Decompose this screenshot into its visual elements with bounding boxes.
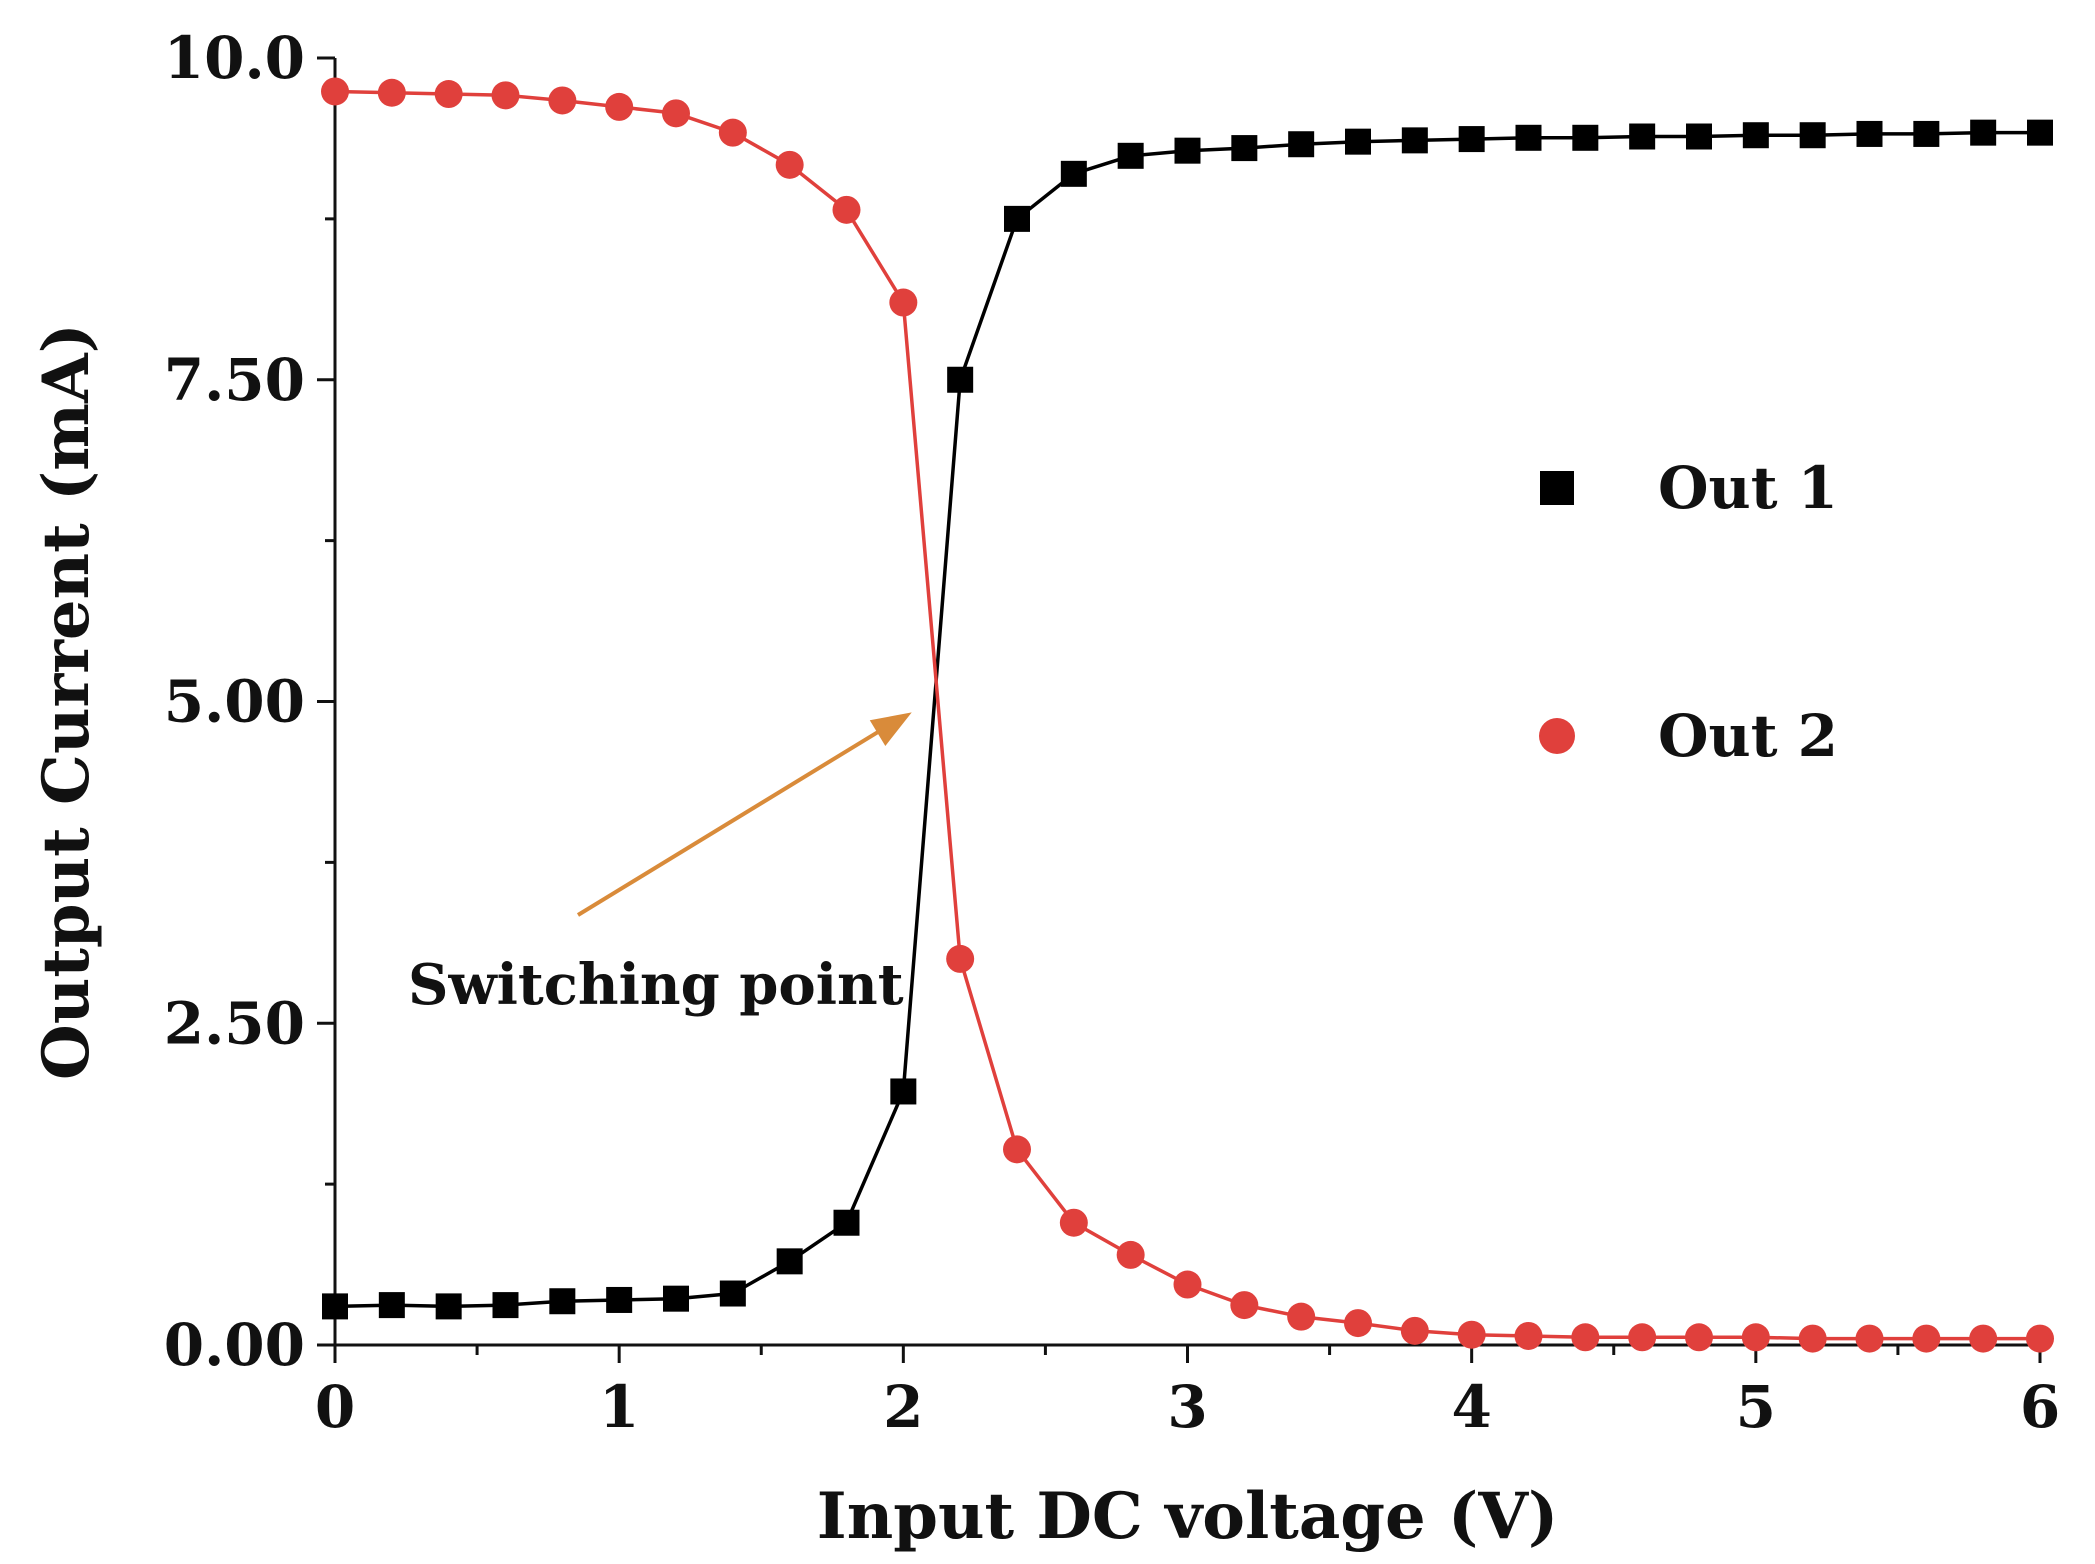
data-point (548, 86, 577, 115)
data-point (492, 1292, 519, 1319)
data-point (322, 1293, 348, 1320)
data-point (718, 118, 747, 147)
data-point (1344, 1309, 1372, 1338)
data-point (2026, 1324, 2054, 1353)
data-point (890, 1078, 917, 1105)
data-point (775, 150, 804, 179)
data-point (434, 80, 463, 109)
data-point (1628, 1323, 1657, 1352)
data-point (1401, 127, 1428, 154)
data-point (1345, 128, 1371, 155)
data-point (889, 288, 918, 317)
data-point (1970, 119, 1997, 146)
data-point (663, 1285, 689, 1312)
legend-marker (1539, 718, 1575, 754)
data-point (1969, 1324, 1998, 1353)
annotation: Switching point (408, 712, 912, 1018)
data-point (1173, 1270, 1202, 1299)
legend-item: Out 1 (1540, 454, 1838, 522)
data-point (1287, 1302, 1316, 1331)
x-tick-label: 2 (883, 1373, 923, 1441)
data-point (776, 1248, 803, 1275)
data-point (605, 92, 634, 121)
data-point (1572, 124, 1599, 151)
annotation-arrow-head (869, 712, 912, 746)
data-point (1003, 1135, 1031, 1164)
y-tick-label: 10.0 (164, 24, 305, 92)
legend-label: Out 1 (1658, 454, 1838, 522)
x-tick-label: 0 (315, 1373, 355, 1441)
series-out-2 (321, 77, 2054, 1353)
data-point (1799, 122, 1826, 149)
x-tick-label: 5 (1736, 1373, 1776, 1441)
data-point (1060, 160, 1087, 187)
data-point (946, 944, 975, 973)
y-tick-label: 2.50 (164, 989, 305, 1057)
x-tick-label: 6 (2020, 1373, 2060, 1441)
data-point (1117, 142, 1144, 169)
y-tick-label: 7.50 (164, 346, 305, 414)
series-out-1 (322, 119, 2053, 1320)
annotation-arrow-line (576, 720, 895, 917)
data-point (1741, 1323, 1770, 1352)
series-layer (321, 77, 2054, 1353)
data-point (1116, 1240, 1145, 1269)
data-point (1457, 1320, 1486, 1349)
y-tick-label: 0.00 (164, 1311, 305, 1379)
x-axis-ticks: 0 1 2 3 4 5 6 (315, 1345, 2060, 1441)
data-point (378, 1292, 405, 1319)
data-point (606, 1286, 633, 1313)
data-point (719, 1280, 746, 1307)
data-point (321, 77, 349, 106)
data-point (2027, 119, 2053, 146)
data-point (1571, 1323, 1600, 1352)
data-point (1230, 1291, 1259, 1320)
data-point (491, 81, 520, 110)
legend-item: Out 2 (1539, 702, 1838, 770)
data-point (1798, 1324, 1827, 1353)
data-point (1685, 1323, 1713, 1352)
data-point (549, 1288, 576, 1315)
data-point (662, 99, 690, 128)
data-point (1174, 137, 1201, 164)
annotation-layer: Switching point (408, 712, 912, 1018)
legend: Out 1 Out 2 (1539, 454, 1838, 770)
data-point (1059, 1208, 1088, 1237)
data-point (1515, 124, 1542, 151)
x-axis-title: Input DC voltage (V) (817, 1479, 1559, 1554)
data-point (1514, 1321, 1543, 1350)
data-point (1629, 123, 1656, 150)
data-point (1742, 122, 1769, 149)
plot-area: 0 1 2 3 4 5 6 0.00 2.50 5.00 7.50 10.0 Switching p… (164, 24, 2060, 1441)
annotation-label: Switching point (408, 952, 904, 1018)
x-tick-label: 3 (1167, 1373, 1207, 1441)
y-tick-label: 5.00 (164, 668, 305, 736)
data-point (377, 78, 406, 107)
data-point (1458, 126, 1485, 153)
x-tick-label: 1 (599, 1373, 639, 1441)
y-axis-title: Output Current (mA) (29, 323, 104, 1080)
data-point (1400, 1316, 1429, 1345)
legend-label: Out 2 (1658, 702, 1838, 770)
data-point (1912, 1324, 1941, 1353)
data-point (435, 1293, 462, 1320)
y-axis-ticks: 0.00 2.50 5.00 7.50 10.0 (164, 24, 335, 1379)
data-point (1913, 120, 1940, 147)
data-point (1004, 205, 1030, 232)
data-point (1288, 131, 1315, 158)
data-point (1231, 135, 1258, 162)
data-point (1856, 120, 1883, 147)
legend-marker (1540, 471, 1574, 505)
data-point (833, 1209, 860, 1236)
x-tick-label: 4 (1451, 1373, 1491, 1441)
data-point (1855, 1324, 1884, 1353)
data-point (1686, 123, 1712, 150)
data-point (947, 366, 974, 393)
data-point (832, 195, 861, 224)
